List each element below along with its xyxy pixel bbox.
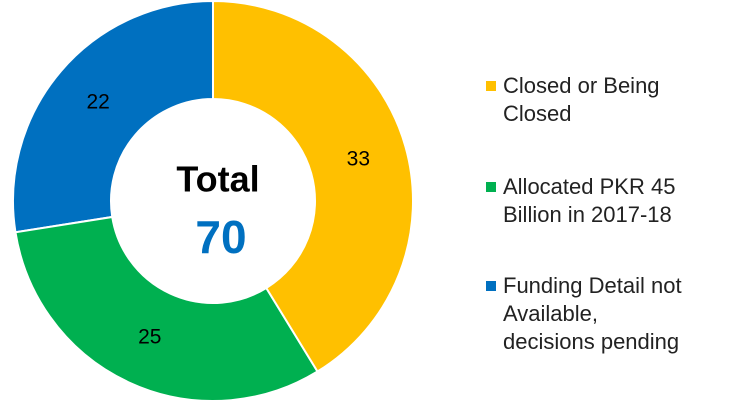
data-label: 22	[86, 90, 109, 113]
legend-label: Funding Detail not Available, decisions …	[503, 273, 682, 354]
center-value: 70	[195, 211, 246, 263]
legend-item: Funding Detail not Available, decisions …	[486, 272, 691, 356]
legend-label: Closed or Being Closed	[503, 73, 660, 126]
donut-segment	[212, 0, 414, 373]
legend-item: Closed or Being Closed	[486, 72, 691, 128]
legend-swatch	[486, 281, 496, 291]
donut-segment	[12, 0, 214, 234]
center-label: Total	[176, 159, 259, 200]
data-label: 25	[138, 326, 161, 349]
legend-swatch	[486, 81, 496, 91]
donut-segment	[14, 215, 319, 402]
data-label: 33	[347, 148, 370, 171]
legend-swatch	[486, 182, 496, 192]
legend-item: Allocated PKR 45 Billion in 2017-18	[486, 173, 691, 229]
legend-label: Allocated PKR 45 Billion in 2017-18	[503, 174, 676, 227]
